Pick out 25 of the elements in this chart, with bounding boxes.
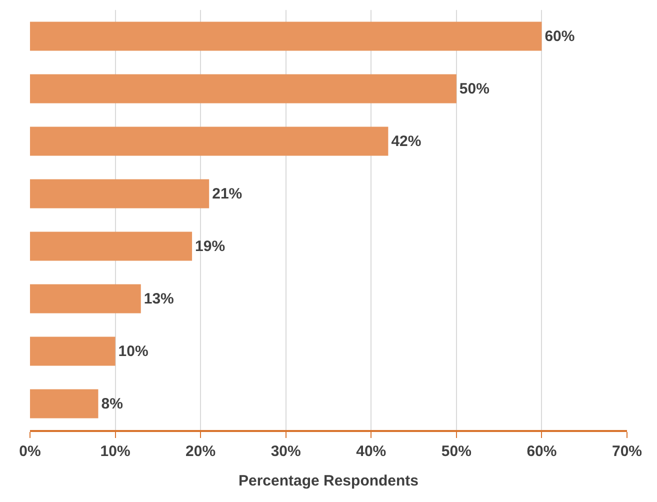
data-label: 13%: [144, 290, 174, 308]
x-tick-label: 0%: [19, 442, 41, 460]
bar: [30, 179, 210, 208]
data-label: 60%: [544, 28, 575, 45]
x-axis-title: Percentage Respondents: [238, 472, 419, 490]
bar: [30, 126, 388, 156]
data-label: 42%: [391, 132, 422, 150]
bar: [30, 284, 141, 314]
x-tick-label: 20%: [186, 442, 216, 460]
bar: [30, 389, 98, 418]
x-tick-label: 40%: [356, 442, 386, 460]
data-label: 21%: [212, 185, 242, 202]
x-tick-label: 50%: [441, 442, 472, 460]
data-label: 19%: [195, 238, 226, 255]
x-tick-label: 70%: [612, 442, 642, 460]
x-tick-label: 60%: [526, 442, 557, 460]
data-label: 50%: [459, 80, 490, 98]
x-tick-label: 30%: [270, 442, 301, 460]
data-label: 10%: [118, 342, 148, 360]
x-tick-label: 10%: [100, 442, 130, 460]
bar: [30, 74, 456, 104]
bar: [30, 232, 192, 261]
bar: [30, 22, 542, 51]
data-label: 8%: [101, 395, 123, 412]
bar: [30, 336, 116, 366]
